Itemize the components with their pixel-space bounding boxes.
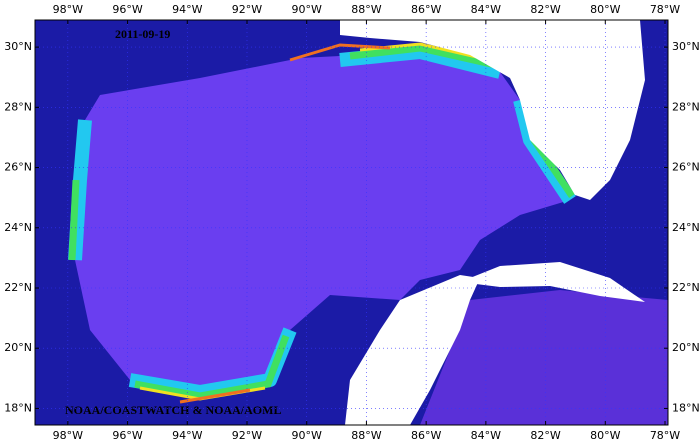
lon-tick-label: 80°W: [590, 429, 620, 442]
lon-tick-label: 78°W: [650, 3, 680, 16]
caribbean-water: [420, 290, 668, 425]
lat-tick-label: 18°N: [672, 401, 700, 414]
lon-tick-label: 88°W: [351, 3, 381, 16]
lon-tick-label: 94°W: [172, 3, 202, 16]
lon-tick-label: 92°W: [232, 3, 262, 16]
lon-tick-label: 90°W: [292, 3, 322, 16]
lat-tick-label: 18°N: [4, 401, 32, 414]
lon-tick-label: 94°W: [172, 429, 202, 442]
florida: [340, 20, 645, 200]
map-image: [35, 20, 668, 425]
lon-tick-label: 82°W: [530, 3, 560, 16]
lat-tick-label: 28°N: [672, 100, 700, 113]
lon-tick-label: 86°W: [411, 429, 441, 442]
lon-tick-label: 86°W: [411, 3, 441, 16]
cuba: [460, 262, 645, 302]
credit-label: NOAA/COASTWATCH & NOAA/AOML: [65, 403, 281, 417]
coastal-bloom-orange: [179, 43, 391, 404]
lon-tick-label: 96°W: [112, 429, 142, 442]
lat-tick-label: 24°N: [672, 221, 700, 234]
gulf-water: [75, 52, 570, 392]
lat-tick-label: 20°N: [672, 341, 700, 354]
lon-tick-label: 82°W: [530, 429, 560, 442]
lat-tick-label: 20°N: [4, 341, 32, 354]
lat-tick-label: 30°N: [4, 40, 32, 53]
lat-tick-label: 26°N: [4, 161, 32, 174]
map-frame: [34, 19, 669, 426]
yucatan: [345, 275, 480, 425]
lat-tick-label: 26°N: [672, 161, 700, 174]
lat-tick-label: 24°N: [4, 221, 32, 234]
lon-tick-label: 88°W: [351, 429, 381, 442]
lon-tick-label: 78°W: [650, 429, 680, 442]
lat-tick-label: 22°N: [4, 281, 32, 294]
date-label: 2011-09-19: [115, 27, 170, 41]
lon-tick-label: 92°W: [232, 429, 262, 442]
lon-tick-label: 80°W: [590, 3, 620, 16]
lon-tick-label: 84°W: [471, 429, 501, 442]
lon-tick-label: 90°W: [292, 429, 322, 442]
lat-tick-label: 30°N: [672, 40, 700, 53]
lon-tick-label: 98°W: [53, 429, 83, 442]
lat-tick-label: 22°N: [672, 281, 700, 294]
lon-tick-label: 98°W: [53, 3, 83, 16]
lon-tick-label: 96°W: [112, 3, 142, 16]
lat-tick-label: 28°N: [4, 100, 32, 113]
lon-tick-label: 84°W: [471, 3, 501, 16]
